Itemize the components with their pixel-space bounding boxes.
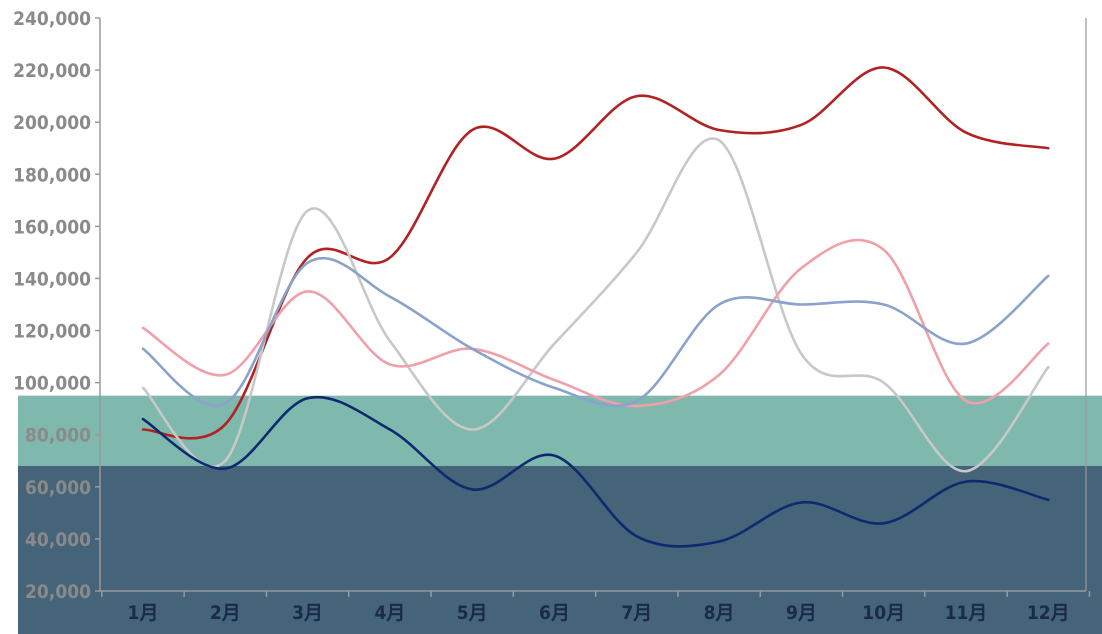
background-band-2 bbox=[18, 465, 1102, 634]
y-tick-label: 60,000 bbox=[25, 477, 91, 499]
x-tick-label: 4月 bbox=[374, 602, 405, 624]
series-line-4 bbox=[141, 256, 1050, 408]
y-tick-labels: 20,000 40,000 60,000 80,000 100,000 120,000 14… bbox=[13, 8, 91, 603]
y-tick-label: 20,000 bbox=[25, 581, 91, 603]
y-tick-label: 120,000 bbox=[13, 321, 91, 343]
series-line-3 bbox=[141, 238, 1050, 408]
x-tick-label: 8月 bbox=[704, 602, 735, 624]
axes bbox=[95, 17, 1091, 597]
x-tick-label: 11月 bbox=[945, 602, 988, 624]
y-tick-label: 180,000 bbox=[13, 164, 91, 186]
background-bands bbox=[18, 395, 1102, 634]
series-line-1 bbox=[141, 66, 1050, 440]
x-tick-label: 9月 bbox=[786, 602, 817, 624]
y-tick-label: 100,000 bbox=[13, 373, 91, 395]
x-tick-label: 12月 bbox=[1027, 602, 1070, 624]
y-tick-label: 140,000 bbox=[13, 268, 91, 290]
x-tick-label: 7月 bbox=[621, 602, 652, 624]
x-tick-label: 6月 bbox=[539, 602, 570, 624]
series-line-5 bbox=[141, 395, 1050, 548]
y-tick-label: 200,000 bbox=[13, 112, 91, 134]
y-tick-label: 160,000 bbox=[13, 216, 91, 238]
y-tick-label: 80,000 bbox=[25, 425, 91, 447]
x-tick-label: 10月 bbox=[862, 602, 905, 624]
y-tick-label: 240,000 bbox=[13, 8, 91, 30]
x-tick-labels: 1月 2月 3月 4月 5月 6月 7月 8月 9月 10月 11月 12月 bbox=[128, 602, 1070, 624]
y-tick-label: 40,000 bbox=[25, 529, 91, 551]
series-line-2 bbox=[141, 137, 1050, 473]
x-tick-label: 1月 bbox=[128, 602, 159, 624]
x-tick-label: 5月 bbox=[457, 602, 488, 624]
x-tick-label: 3月 bbox=[292, 602, 323, 624]
x-tick-label: 2月 bbox=[210, 602, 241, 624]
series-lines bbox=[141, 66, 1050, 548]
y-tick-label: 220,000 bbox=[13, 60, 91, 82]
